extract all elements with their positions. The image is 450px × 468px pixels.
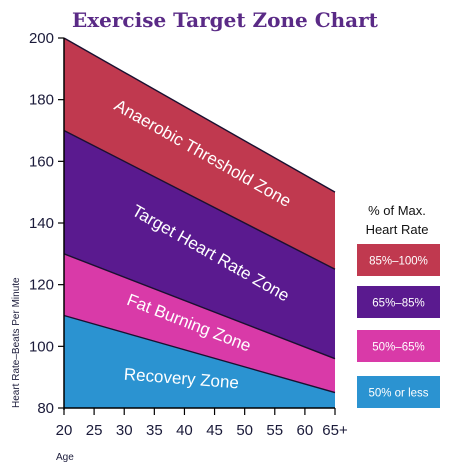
legend-title-line-2: Heart Rate bbox=[366, 222, 429, 237]
x-axis-label: Age bbox=[56, 452, 74, 463]
legend-title-line-1: % of Max. bbox=[368, 203, 426, 218]
boundary-line-pct-50 bbox=[63, 314, 336, 394]
boundary-lines-layer bbox=[63, 37, 336, 394]
boundary-line-pct-85 bbox=[63, 129, 336, 270]
x-tick-label: 55 bbox=[266, 422, 283, 439]
legend-label-0: 85%–100% bbox=[369, 256, 428, 268]
x-tick-label: 40 bbox=[176, 422, 193, 439]
x-tick-label: 20 bbox=[56, 422, 73, 439]
x-tick-label: 60 bbox=[297, 422, 314, 439]
x-tick-label: 50 bbox=[236, 422, 253, 439]
x-tick-label: 30 bbox=[116, 422, 133, 439]
chart-title: Exercise Target Zone Chart bbox=[72, 8, 379, 32]
zone-band-2 bbox=[64, 253, 335, 393]
x-tick-label: 65+ bbox=[322, 422, 348, 439]
legend-swatch-1 bbox=[357, 286, 440, 318]
y-tick-label: 180 bbox=[29, 92, 54, 109]
x-tick-label: 35 bbox=[146, 422, 163, 439]
legend-label-1: 65%–85% bbox=[372, 298, 424, 310]
y-axis-label: Heart Rate–Beats Per Minute bbox=[11, 277, 22, 408]
zone-band-1 bbox=[64, 130, 335, 359]
legend: % of Max. Heart Rate 85%–100% 65%–85% 50%–… bbox=[357, 203, 440, 408]
y-tick-label: 200 bbox=[29, 30, 54, 47]
legend-label-2: 50%–65% bbox=[372, 342, 424, 354]
y-tick-label: 120 bbox=[29, 277, 54, 294]
zone-band-0 bbox=[64, 38, 335, 270]
x-tick-label: 25 bbox=[86, 422, 103, 439]
y-tick-label: 80 bbox=[37, 400, 54, 417]
zone-band-3 bbox=[64, 315, 335, 408]
y-tick-label: 140 bbox=[29, 215, 54, 232]
boundary-line-max-heart-rate bbox=[63, 37, 336, 193]
legend-swatch-2 bbox=[357, 330, 440, 362]
zones-layer bbox=[64, 38, 335, 408]
y-tick-label: 100 bbox=[29, 338, 54, 355]
boundary-line-pct-65 bbox=[63, 253, 336, 360]
legend-label-3: 50% or less bbox=[368, 388, 428, 400]
x-tick-label: 45 bbox=[206, 422, 223, 439]
legend-swatch-0 bbox=[357, 244, 440, 276]
ticks-layer: 80 100 120 140 160 180 200 20 25 30 35 40 45 50 55 60 65… bbox=[29, 30, 348, 439]
y-tick-label: 160 bbox=[29, 153, 54, 170]
legend-swatch-3 bbox=[357, 376, 440, 408]
